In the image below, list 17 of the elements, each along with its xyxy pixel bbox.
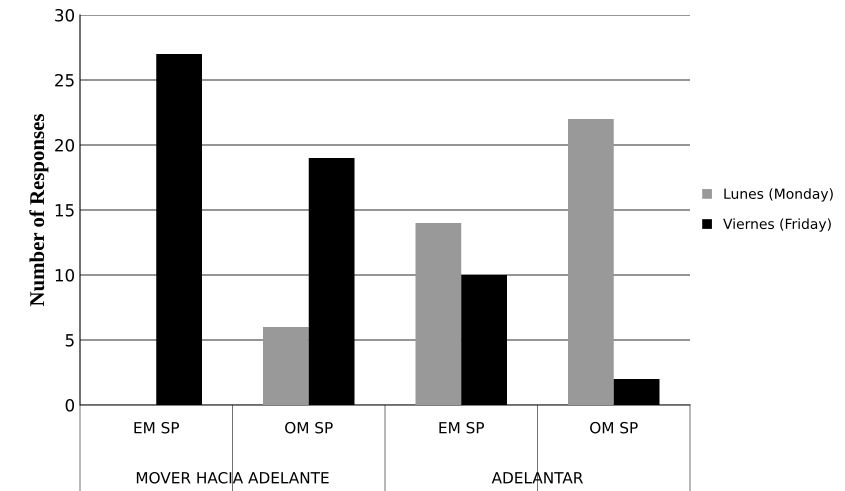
y-tick-label: 10 (56, 268, 74, 282)
x-tick-label: EM SP (134, 422, 180, 434)
y-axis-title: Number of Responses (29, 114, 48, 306)
bar (568, 119, 614, 405)
y-tick-label: 0 (66, 398, 74, 412)
legend-label: Viernes (Friday) (723, 218, 831, 232)
x-tick-label: OM SP (285, 422, 333, 434)
y-tick-label: 15 (56, 204, 74, 217)
bar (416, 223, 462, 405)
legend-label: Lunes (Monday) (724, 188, 833, 202)
y-tick-label: 5 (66, 334, 74, 347)
x-tick-label: OM SP (590, 422, 638, 434)
x-tick-label: EM SP (439, 422, 484, 434)
y-tick-label: 30 (55, 8, 74, 22)
bar (263, 327, 309, 405)
y-tick-label: 25 (55, 74, 74, 87)
y-tick-label: 20 (55, 138, 74, 152)
